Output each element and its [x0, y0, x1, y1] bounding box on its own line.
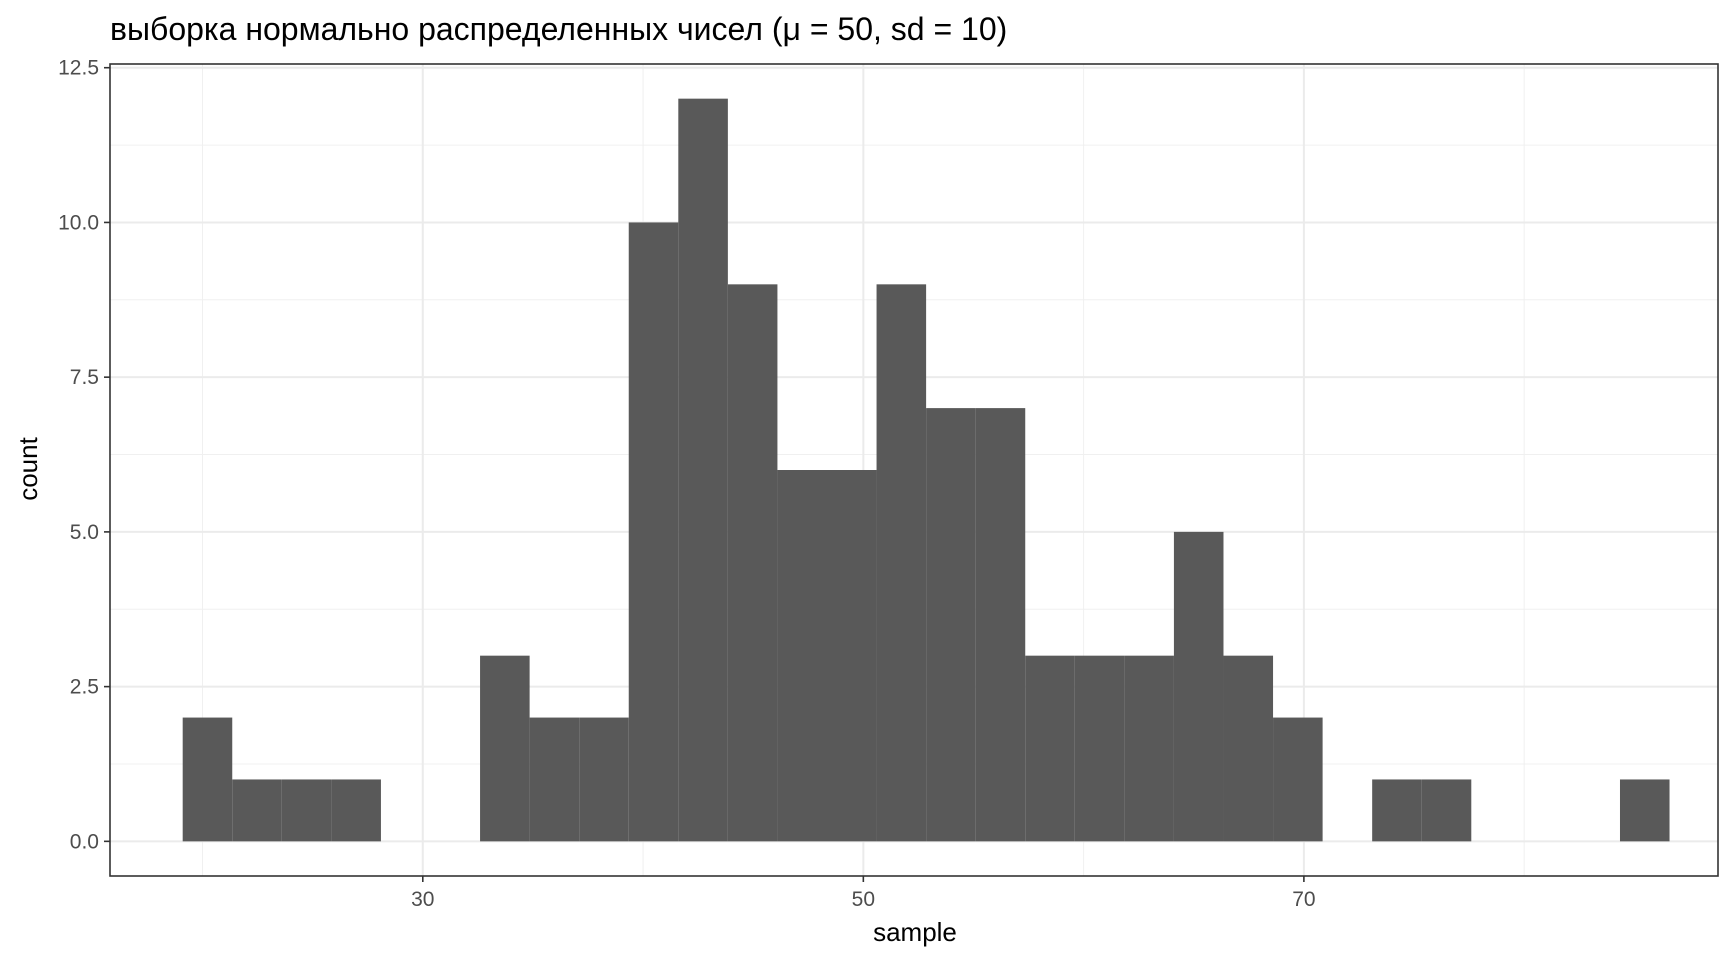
y-axis: 0.0 2.5 5.0 7.5 10.0 12.5 — [58, 57, 110, 853]
y-tick-label: 7.5 — [70, 366, 99, 389]
histogram-bar — [826, 470, 877, 842]
histogram-bar — [1421, 779, 1472, 842]
histogram-bar — [1223, 655, 1274, 842]
histogram-bar — [1619, 779, 1670, 842]
panel-border-rect — [109, 63, 1719, 877]
y-axis-title: count — [13, 436, 43, 500]
histogram-bar — [1074, 655, 1125, 842]
histogram-bar — [678, 98, 728, 842]
x-tick-label: 30 — [411, 888, 434, 911]
histogram-bar — [926, 408, 976, 842]
histogram-bars — [182, 98, 1670, 842]
histogram-bar — [727, 284, 778, 842]
histogram-bar — [777, 470, 827, 842]
histogram-bar — [281, 779, 332, 842]
histogram-bar — [975, 408, 1026, 842]
histogram-bar — [1273, 717, 1323, 842]
x-axis: 30 50 70 — [411, 876, 1316, 911]
chart-title: выборка нормально распределенных чисел (… — [110, 11, 1007, 47]
histogram-bar — [1124, 655, 1174, 842]
histogram-bar — [529, 717, 580, 842]
y-tick-label: 10.0 — [58, 211, 99, 234]
x-axis-title: sample — [873, 917, 957, 947]
y-tick-label: 5.0 — [70, 521, 99, 544]
histogram-bar — [480, 655, 530, 842]
histogram-bar — [182, 717, 233, 842]
histogram-bar — [331, 779, 381, 842]
y-tick-label: 2.5 — [70, 676, 99, 699]
x-tick-label: 70 — [1292, 888, 1315, 911]
histogram-bar — [628, 222, 679, 842]
x-tick-label: 50 — [852, 888, 875, 911]
histogram-bar — [1173, 531, 1224, 842]
histogram-bar — [1372, 779, 1422, 842]
histogram-bar — [876, 284, 927, 842]
histogram-bar — [579, 717, 629, 842]
y-tick-label: 0.0 — [70, 830, 99, 853]
y-tick-label: 12.5 — [58, 57, 99, 80]
plot-panel-border — [109, 63, 1719, 877]
histogram-bar — [232, 779, 282, 842]
histogram-bar — [1025, 655, 1075, 842]
